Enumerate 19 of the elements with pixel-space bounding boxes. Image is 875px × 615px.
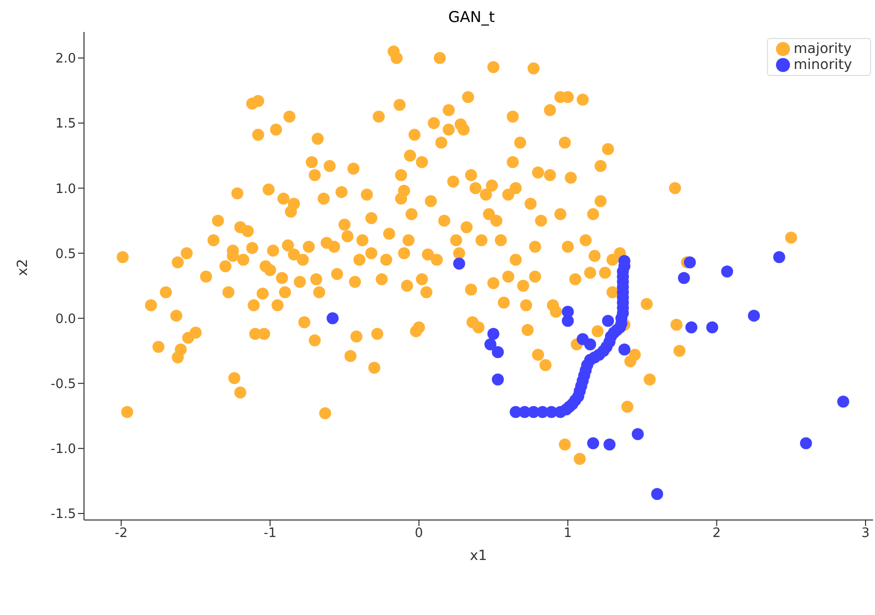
legend-label: minority — [794, 57, 852, 73]
x-tick-label: -1 — [264, 526, 277, 542]
y-tick-label: 1.5 — [55, 116, 76, 132]
x-tick-label: 0 — [414, 526, 424, 542]
x-axis-title: x1 — [470, 548, 488, 564]
y-tick-label: 2.0 — [55, 52, 76, 67]
chart-title: GAN_t — [447, 8, 496, 28]
y-axis-title: x2 — [14, 258, 31, 276]
legend-label: majority — [794, 41, 852, 57]
y-tick-label: 0.5 — [55, 246, 76, 262]
x-tick-label: 2 — [712, 526, 721, 542]
x-tick-label: -2 — [114, 526, 128, 542]
y-tick-label: -1.0 — [50, 442, 76, 458]
y-tick-label: -1.5 — [50, 507, 76, 522]
y-tick-label: 0.0 — [55, 312, 76, 327]
x-tick-label: 3 — [861, 526, 870, 542]
x-tick-label: 1 — [564, 526, 572, 542]
y-tick-label: 1.0 — [55, 182, 76, 197]
y-tick-label: -0.5 — [50, 376, 76, 392]
